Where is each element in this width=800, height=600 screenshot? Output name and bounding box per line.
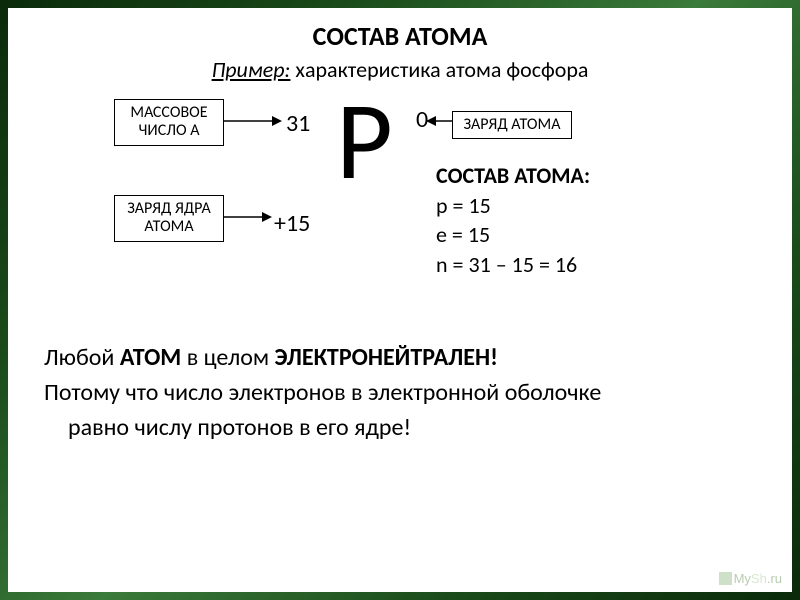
t: My [734,571,751,586]
label-text: АТОМА [144,217,193,236]
arrow-mass [224,115,284,127]
arrow-charge [426,115,454,127]
element-symbol: P [336,73,393,208]
composition-line: n = 31 – 15 = 16 [436,250,590,280]
label-box-atom-charge: ЗАРЯД АТОМА [452,111,572,139]
subtitle-emph: Пример: [212,56,291,83]
slide: СОСТАВ АТОМА Пример: характеристика атом… [8,8,792,592]
mass-number-value: 31 [286,109,310,138]
label-box-nucleus-charge: ЗАРЯД ЯДРА АТОМА [114,195,224,242]
t: .ru [767,571,782,586]
t: ЭЛЕКТРОНЕЙТРАЛЕН! [275,343,498,372]
label-text: ЗАРЯД ЯДРА [127,199,211,218]
composition-line: p = 15 [436,191,590,221]
nucleus-charge-value: +15 [274,209,310,238]
label-box-mass-number: МАССОВОЕ ЧИСЛО А [114,99,224,146]
footer-line-3: равно числу протонов в его ядре! [44,411,762,446]
subtitle: Пример: характеристика атома фосфора [38,56,762,83]
page-title: СОСТАВ АТОМА [38,20,762,52]
label-text: ЧИСЛО А [139,121,200,140]
footer-text: Любой АТОМ в целом ЭЛЕКТРОНЕЙТРАЛЕН! Пот… [38,341,762,445]
footer-line-2: Потому что число электронов в электронно… [44,378,601,407]
label-text: ЗАРЯД АТОМА [464,115,561,134]
t: АТОМ [120,343,181,372]
arrow-nucleus [224,211,274,223]
composition-block: СОСТАВ АТОМА: p = 15 e = 15 n = 31 – 15 … [436,161,590,280]
watermark-text: MySh.ru [734,571,782,586]
t: Любой [44,343,120,372]
watermark-icon [719,572,732,585]
composition-line: e = 15 [436,220,590,250]
label-text: МАССОВОЕ [130,103,207,122]
atom-diagram: P 31 0 +15 МАССОВОЕ ЧИСЛО А ЗАРЯД ЯДРА А… [38,91,762,341]
watermark: MySh.ru [719,571,782,586]
t: Sh [751,571,767,586]
footer-line-1: Любой АТОМ в целом ЭЛЕКТРОНЕЙТРАЛЕН! [44,343,498,372]
composition-header: СОСТАВ АТОМА: [436,161,590,191]
t: в целом [181,343,274,372]
